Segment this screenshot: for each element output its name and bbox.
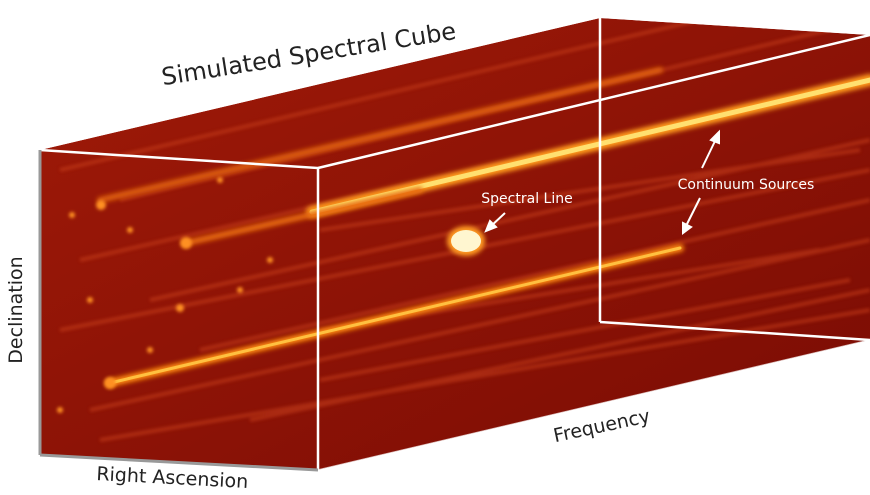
spectral-line-label: Spectral Line <box>481 191 572 207</box>
right-ascension-label: Right Ascension <box>96 463 249 493</box>
declination-label: Declination <box>5 256 27 363</box>
page: {"title": "Simulated Spectral Cube", "an… <box>0 0 870 495</box>
continuum-label: Continuum Sources <box>678 177 815 193</box>
cube-diagram: Simulated Spectral Cube Spectral Line Co… <box>0 0 870 495</box>
